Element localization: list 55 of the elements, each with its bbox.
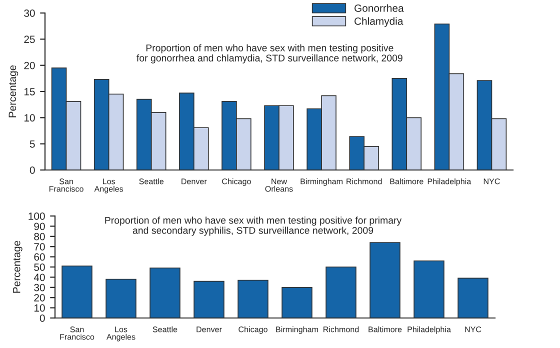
y-tick-label: 30: [34, 284, 45, 292]
x-tick-label: San Francisco: [49, 178, 84, 192]
x-tick-label: NYC: [484, 178, 500, 184]
x-tick-label: Baltimore: [368, 326, 402, 332]
y-axis-title: Percentage: [13, 240, 22, 293]
x-tick-label: Los Angeles: [94, 178, 124, 194]
x-tick-label: Richmond: [346, 178, 382, 184]
bar: [238, 280, 268, 318]
x-tick-label: NYC: [465, 326, 482, 332]
x-tick-label: Chicago: [238, 326, 268, 334]
bar: [282, 286, 312, 318]
y-tick-label: 70: [34, 243, 45, 250]
bar: [194, 280, 224, 318]
x-tick-label: Chicago: [222, 178, 251, 186]
y-tick-label: 10: [24, 114, 35, 122]
x-tick-label: Baltimore: [390, 178, 424, 184]
y-tick-label: 25: [24, 36, 35, 44]
bar: [326, 266, 356, 318]
bar: [106, 278, 136, 318]
y-tick-label: 0: [40, 314, 45, 322]
legend-label: Gonorrhea: [354, 4, 404, 12]
bar: [458, 278, 488, 318]
x-tick-label: Seattle: [152, 326, 178, 332]
x-tick-label: Philadelphia: [408, 326, 451, 334]
y-tick-label: 5: [30, 140, 35, 148]
y-tick-label: 60: [34, 253, 45, 261]
x-tick-label: Denver: [196, 326, 222, 332]
x-tick-label: Denver: [182, 178, 207, 184]
y-tick-label: 50: [34, 264, 45, 271]
x-tick-label: New Orleans: [265, 178, 293, 192]
y-tick-label: 100: [28, 212, 45, 220]
y-tick-label: 15: [24, 88, 35, 96]
y-tick-label: 40: [34, 274, 45, 282]
bar: [414, 260, 444, 318]
x-tick-label: Birmingham: [300, 178, 343, 186]
y-tick-label: 0: [30, 166, 35, 174]
y-tick-label: 30: [24, 10, 35, 17]
bar: [370, 242, 400, 318]
x-tick-label: Los Angeles: [106, 326, 136, 342]
text: Proportion of men who have sex with men testing positive for primary and secondary syphilis, STD surveillance network, 2009: [105, 216, 402, 236]
x-tick-label: San Francisco: [60, 326, 94, 340]
x-tick-label: Philadelphia: [428, 178, 472, 186]
x-tick-label: Birmingham: [276, 326, 318, 334]
x-tick-label: Seattle: [139, 178, 164, 184]
y-tick-label: 90: [34, 222, 45, 230]
bar: [150, 268, 180, 318]
y-tick-label: 20: [24, 62, 35, 70]
y-tick-label: 10: [34, 304, 45, 312]
x-tick-label: Richmond: [324, 326, 359, 332]
legend-label: Chlamydia: [354, 17, 404, 27]
bar: [62, 266, 92, 318]
y-tick-label: 80: [34, 232, 45, 240]
text: Proportion of men who have sex with men testing positive for gonorrhea and chlamydia, STD surveillance network, 2009: [136, 44, 402, 64]
y-tick-label: 20: [34, 294, 45, 302]
y-axis-title: Percentage: [8, 65, 18, 118]
